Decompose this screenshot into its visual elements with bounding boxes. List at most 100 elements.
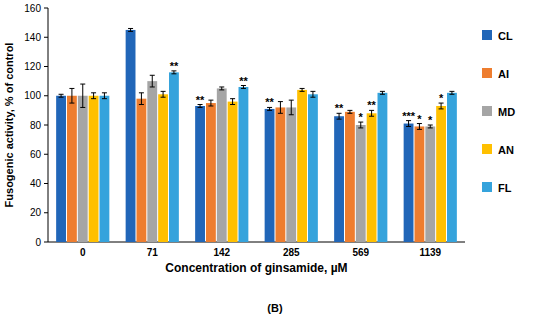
error-stem (210, 100, 211, 106)
y-tick-label: 0 (35, 237, 41, 248)
error-cap (102, 92, 107, 93)
y-tick-label: 120 (24, 61, 41, 72)
error-cap (91, 92, 96, 93)
significance-label: * (417, 113, 422, 125)
x-tick-label: 0 (80, 247, 86, 258)
error-cap (59, 94, 64, 95)
error-stem (163, 91, 164, 97)
significance-label: * (428, 114, 433, 126)
error-cap (347, 110, 352, 111)
caption: (B) (267, 302, 283, 314)
y-tick-label: 140 (24, 32, 41, 43)
error-bar (150, 75, 155, 87)
error-bar (139, 93, 144, 105)
bar (275, 107, 285, 242)
significance-label: ** (335, 102, 344, 114)
error-cap (139, 104, 144, 105)
significance-label: * (359, 111, 364, 123)
bar (169, 72, 179, 242)
error-cap (69, 88, 74, 89)
chart-root: 020406080100120140160*******************… (0, 0, 550, 322)
error-bar (278, 102, 283, 114)
error-bar (310, 91, 315, 97)
y-tick (44, 125, 48, 126)
legend-swatch (482, 106, 492, 116)
bar (286, 107, 296, 242)
error-cap (337, 119, 342, 120)
significance-label: *** (402, 110, 416, 122)
error-cap (369, 116, 374, 117)
bar (447, 93, 457, 242)
error-cap (267, 110, 272, 111)
error-cap (230, 98, 235, 99)
significance-label: ** (196, 94, 205, 106)
error-cap (428, 127, 433, 128)
legend-label: AI (498, 68, 509, 80)
bar (308, 94, 318, 242)
bar (136, 99, 146, 242)
bar (78, 96, 88, 242)
error-cap (358, 127, 363, 128)
error-stem (280, 102, 281, 114)
error-stem (104, 93, 105, 99)
bar (425, 126, 435, 242)
bar (100, 96, 110, 242)
x-tick-label: 285 (283, 247, 300, 258)
bar (56, 96, 66, 242)
error-bar (102, 93, 107, 99)
y-tick-label: 160 (24, 3, 41, 14)
error-cap (449, 91, 454, 92)
error-bar (91, 93, 96, 99)
y-axis-label: Fusogenic activity, % of control (3, 43, 15, 208)
bar (356, 125, 366, 242)
bar (228, 102, 238, 242)
chart-svg: 020406080100120140160*******************… (0, 0, 550, 322)
significance-label: ** (265, 96, 274, 108)
error-cap (150, 75, 155, 76)
error-cap (347, 113, 352, 114)
bar (265, 109, 275, 242)
y-tick (44, 95, 48, 96)
error-bar (128, 28, 133, 31)
error-stem (82, 84, 83, 107)
error-stem (232, 99, 233, 105)
error-stem (93, 93, 94, 99)
bar (126, 30, 136, 242)
error-cap (69, 103, 74, 104)
error-cap (278, 101, 283, 102)
error-cap (417, 129, 422, 130)
error-cap (150, 86, 155, 87)
error-cap (59, 97, 64, 98)
y-tick-label: 40 (30, 178, 42, 189)
error-cap (241, 88, 246, 89)
y-tick-label: 60 (30, 149, 42, 160)
error-bar (219, 87, 224, 90)
error-stem (152, 75, 153, 87)
error-cap (128, 31, 133, 32)
bar (414, 126, 424, 242)
error-cap (80, 84, 85, 85)
legend-label: CL (498, 30, 513, 42)
bar (206, 103, 216, 242)
error-bar (289, 100, 294, 115)
x-axis (48, 242, 465, 243)
error-cap (380, 94, 385, 95)
y-tick-label: 80 (30, 120, 42, 131)
bar (334, 116, 344, 242)
significance-label: * (439, 92, 444, 104)
bar (367, 113, 377, 242)
error-stem (312, 91, 313, 97)
error-cap (230, 104, 235, 105)
y-axis (48, 8, 49, 242)
y-tick (44, 8, 48, 9)
error-cap (80, 107, 85, 108)
error-bar (230, 99, 235, 105)
error-bar (300, 88, 305, 91)
error-cap (198, 107, 203, 108)
bar (158, 94, 168, 242)
error-cap (289, 114, 294, 115)
error-cap (219, 89, 224, 90)
y-tick-label: 100 (24, 90, 41, 101)
x-tick-label: 1139 (419, 247, 441, 258)
error-cap (91, 98, 96, 99)
